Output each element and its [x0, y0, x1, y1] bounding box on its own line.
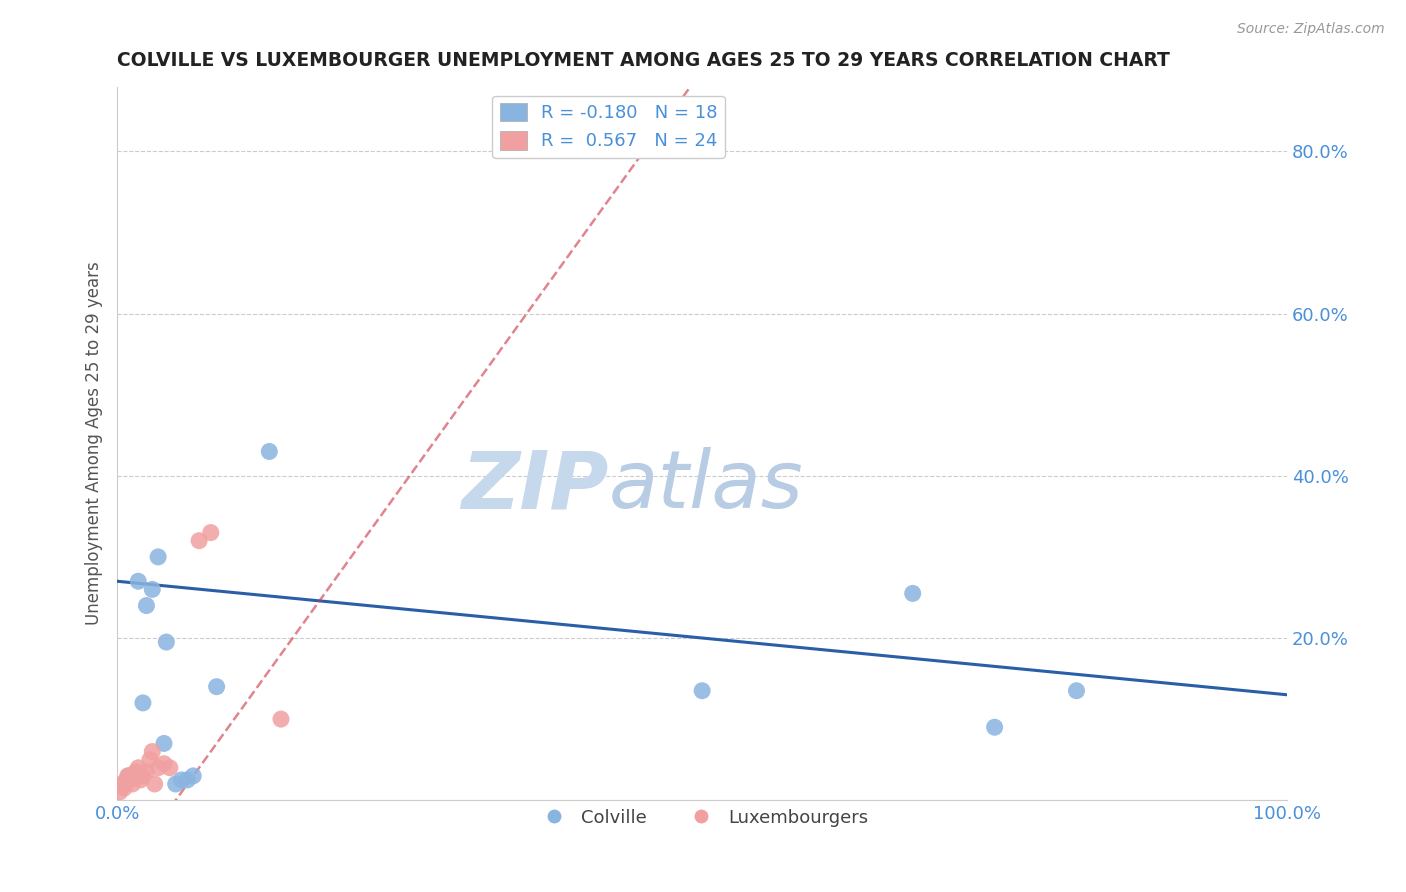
Point — [259, 444, 281, 458]
Point — [125, 764, 148, 779]
Point — [983, 720, 1005, 734]
Point — [165, 777, 187, 791]
Point — [153, 756, 176, 771]
Point — [139, 753, 162, 767]
Point — [181, 769, 204, 783]
Point — [115, 772, 138, 787]
Point — [141, 582, 163, 597]
Point — [155, 635, 177, 649]
Text: atlas: atlas — [609, 447, 803, 525]
Point — [146, 549, 169, 564]
Point — [1066, 683, 1088, 698]
Text: ZIP: ZIP — [461, 447, 609, 525]
Point — [111, 777, 134, 791]
Text: Source: ZipAtlas.com: Source: ZipAtlas.com — [1237, 22, 1385, 37]
Point — [127, 761, 149, 775]
Point — [176, 772, 198, 787]
Point — [132, 696, 155, 710]
Point — [127, 574, 149, 589]
Point — [132, 769, 155, 783]
Point — [118, 769, 141, 783]
Point — [690, 683, 713, 698]
Point — [270, 712, 292, 726]
Point — [159, 761, 181, 775]
Point — [135, 599, 157, 613]
Point — [135, 764, 157, 779]
Point — [141, 745, 163, 759]
Point — [205, 680, 228, 694]
Point — [114, 777, 136, 791]
Point — [146, 761, 169, 775]
Point — [118, 772, 141, 787]
Point — [188, 533, 211, 548]
Point — [112, 780, 135, 795]
Point — [120, 769, 142, 783]
Y-axis label: Unemployment Among Ages 25 to 29 years: Unemployment Among Ages 25 to 29 years — [86, 261, 103, 625]
Point — [121, 777, 143, 791]
Point — [170, 772, 193, 787]
Point — [124, 769, 146, 783]
Point — [108, 785, 131, 799]
Legend: Colville, Luxembourgers: Colville, Luxembourgers — [529, 802, 876, 834]
Point — [117, 769, 139, 783]
Point — [143, 777, 166, 791]
Text: COLVILLE VS LUXEMBOURGER UNEMPLOYMENT AMONG AGES 25 TO 29 YEARS CORRELATION CHAR: COLVILLE VS LUXEMBOURGER UNEMPLOYMENT AM… — [117, 51, 1170, 70]
Point — [153, 736, 176, 750]
Point — [129, 772, 152, 787]
Point — [200, 525, 222, 540]
Point — [901, 586, 924, 600]
